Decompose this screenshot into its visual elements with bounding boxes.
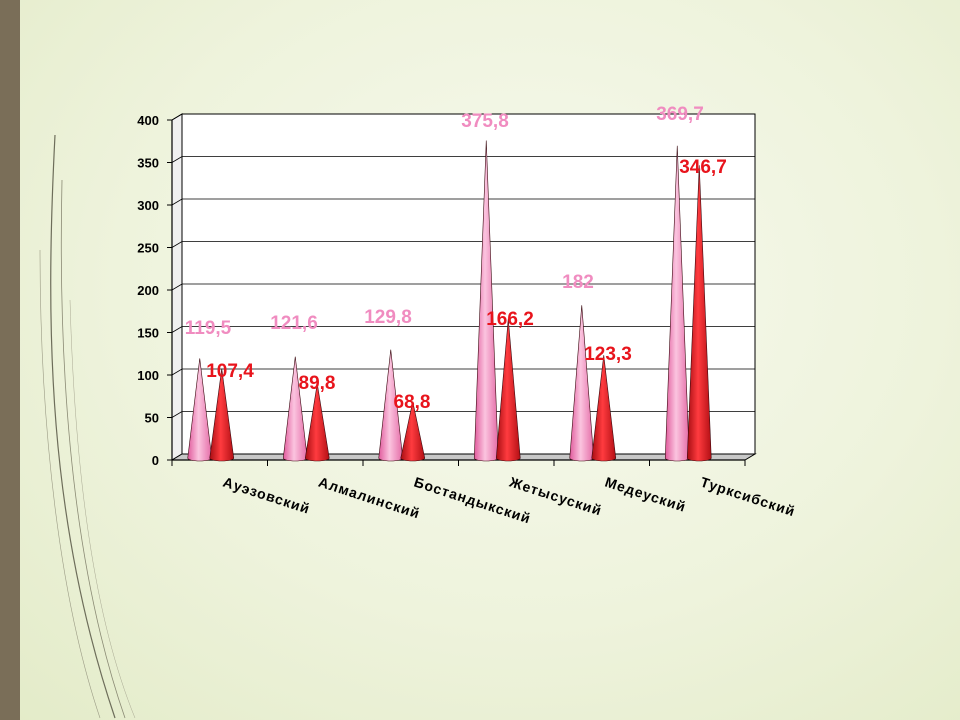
y-tick-label: 350 <box>137 156 159 171</box>
data-label: 68,8 <box>394 392 431 413</box>
gridline <box>171 198 755 206</box>
cone-mark <box>495 318 521 462</box>
data-label: 182 <box>562 272 594 293</box>
cone-mark <box>591 355 617 462</box>
x-category-label: Алмалинский <box>317 474 423 522</box>
y-tick-label: 250 <box>137 241 159 256</box>
gridline <box>171 368 755 376</box>
cones <box>187 140 712 462</box>
x-category-label: Турксибский <box>699 474 798 520</box>
data-label: 89,8 <box>299 373 336 394</box>
x-category-label: Медеуский <box>603 474 688 515</box>
cone-mark <box>209 368 235 462</box>
y-tick-label: 100 <box>137 368 159 383</box>
data-label: 123,3 <box>584 344 632 365</box>
gridline <box>171 326 755 333</box>
data-label: 375,8 <box>461 111 509 132</box>
data-label: 346,7 <box>679 157 727 178</box>
gridline <box>171 156 755 163</box>
gridline <box>171 411 755 418</box>
x-category-label: Ауэзовский <box>221 474 312 517</box>
y-axis: 0 50 100 150 200 250 300 350 400 <box>137 113 173 468</box>
cone-mark <box>304 383 330 462</box>
gridline <box>171 241 755 248</box>
data-label: 119,5 <box>185 318 232 339</box>
y-tick-label: 400 <box>137 113 159 128</box>
data-label: 107,4 <box>206 361 254 382</box>
y-tick-label: 0 <box>152 453 159 468</box>
decorative-lines <box>39 134 136 719</box>
y-tick-label: 200 <box>137 283 159 298</box>
slide-left-bar <box>0 0 20 720</box>
gridline <box>171 113 755 121</box>
data-labels: 119,5 107,4 121,6 89,8 129,8 68,8 375,8 166,2 18… <box>185 104 727 413</box>
y-tick-label: 50 <box>145 411 159 426</box>
data-label: 369,7 <box>656 104 704 125</box>
cone-mark <box>686 165 712 462</box>
gridline <box>171 283 755 291</box>
data-label: 166,2 <box>486 309 534 330</box>
data-label: 121,6 <box>270 313 318 334</box>
gridlines <box>171 113 755 418</box>
cone-mark <box>400 401 426 462</box>
x-axis: Ауэзовский АлмалинскийБостандыкскийЖетысу… <box>171 459 798 527</box>
y-tick-label: 150 <box>137 326 159 341</box>
data-label: 129,8 <box>364 307 412 328</box>
y-tick-label: 300 <box>137 198 159 213</box>
